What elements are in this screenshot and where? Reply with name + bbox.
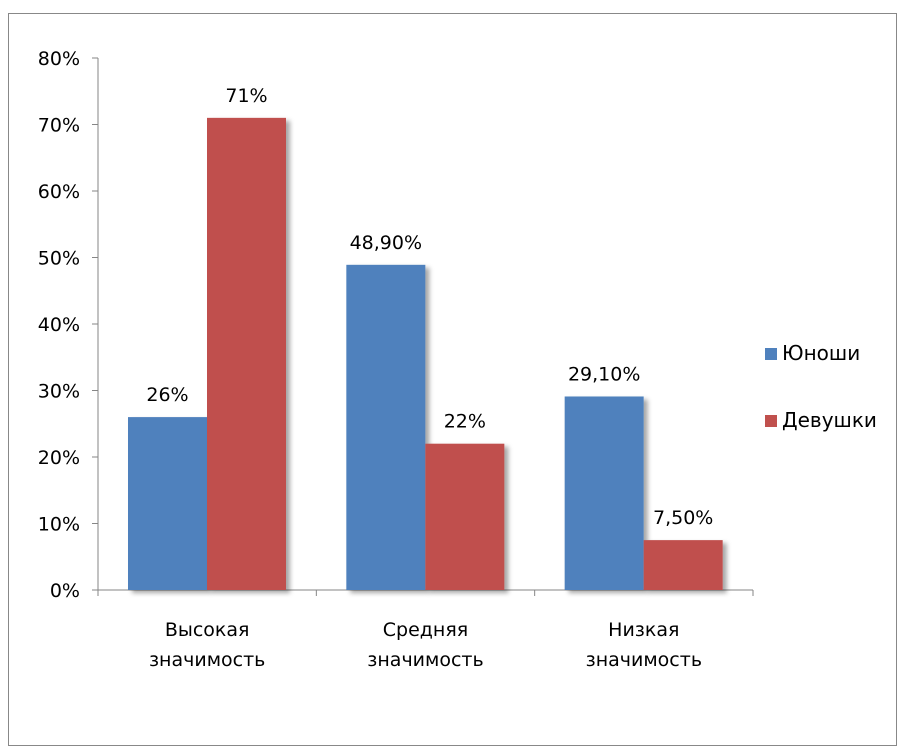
data-labels: 26% 48,90% 29,10% 71% 22% 7,50% bbox=[146, 85, 713, 529]
category-labels: Высокая значимость Средняя значимость Низкая… bbox=[149, 619, 702, 671]
y-tick-label: 0% bbox=[50, 580, 80, 602]
y-tick-label: 70% bbox=[38, 115, 80, 137]
data-label: 48,90% bbox=[350, 232, 422, 254]
y-tick-label: 40% bbox=[38, 314, 80, 336]
category-label: Низкая bbox=[608, 619, 679, 641]
legend-label: Девушки bbox=[782, 408, 877, 432]
x-axis bbox=[97, 589, 754, 596]
legend-swatch bbox=[765, 348, 777, 360]
category-label: Средняя bbox=[383, 619, 468, 641]
data-label: 29,10% bbox=[568, 363, 640, 385]
y-tick-label: 80% bbox=[38, 48, 80, 70]
legend-label: Юноши bbox=[782, 341, 860, 365]
bar-series-1 bbox=[564, 396, 644, 590]
y-tick-label: 10% bbox=[38, 514, 80, 536]
bar-series-1 bbox=[346, 264, 426, 590]
chart-frame: 0% 10% 20% 30% 40% 50% 60% 70% 80% 26% 48,90% 29,1… bbox=[8, 13, 897, 746]
bar-series-2 bbox=[643, 540, 723, 590]
bar-chart: 0% 10% 20% 30% 40% 50% 60% 70% 80% 26% 48,90% 29,1… bbox=[38, 48, 877, 671]
bar-series-1 bbox=[128, 417, 207, 590]
category-label: значимость bbox=[586, 649, 702, 671]
data-label: 7,50% bbox=[653, 507, 713, 529]
category-label: значимость bbox=[367, 649, 483, 671]
data-label: 26% bbox=[146, 384, 188, 406]
legend: Юноши Девушки bbox=[765, 341, 877, 432]
y-tick-label: 50% bbox=[38, 248, 80, 270]
bar-series-2 bbox=[425, 443, 505, 590]
y-tick-label: 20% bbox=[38, 447, 80, 469]
y-axis: 0% 10% 20% 30% 40% 50% 60% 70% 80% bbox=[38, 48, 99, 602]
bar-series-2 bbox=[207, 117, 286, 590]
y-tick-label: 30% bbox=[38, 381, 80, 403]
bars bbox=[128, 117, 723, 590]
data-label: 22% bbox=[444, 411, 486, 433]
category-label: Высокая bbox=[165, 619, 250, 641]
category-label: значимость bbox=[149, 649, 265, 671]
data-label: 71% bbox=[225, 85, 267, 107]
y-tick-label: 60% bbox=[38, 181, 80, 203]
legend-swatch bbox=[765, 415, 777, 427]
